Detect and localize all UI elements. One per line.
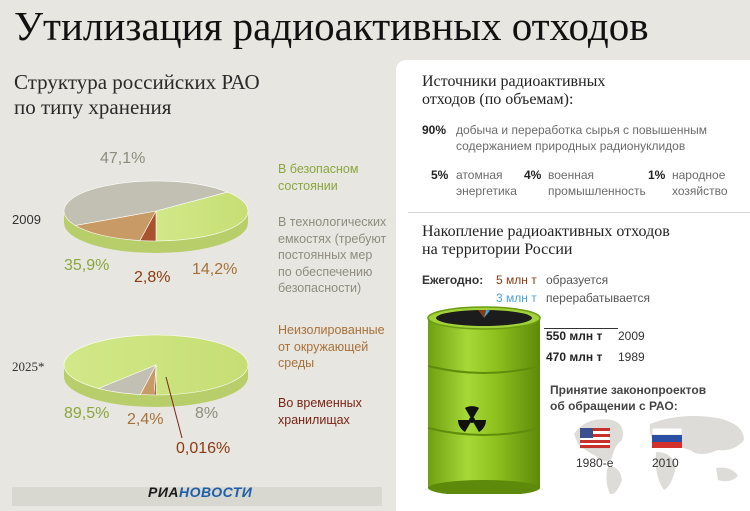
law-russia-period: 2010 xyxy=(652,456,679,470)
source-energy-text: атомная энергетика xyxy=(456,168,517,198)
right-panel: Источники радиоактивных отходов (по объе… xyxy=(396,60,750,511)
source-energy-pct: 5% xyxy=(431,168,449,182)
source-economy-pct: 1% xyxy=(648,168,666,182)
waste-barrel xyxy=(427,306,541,494)
legend-temporary: Во временных хранилищах xyxy=(278,396,362,427)
stock-line-2009 xyxy=(544,328,618,329)
generated-value: 5 млн т xyxy=(496,273,537,287)
source-military-text: военная промышленность xyxy=(548,168,646,198)
source-economy-text: народное хозяйство xyxy=(672,168,728,198)
world-map-icon xyxy=(574,416,744,495)
pie-2025 xyxy=(63,334,249,439)
stock-2009-value: 550 млн т xyxy=(546,329,603,343)
laws-title: Принятие законопроектов об обращении с Р… xyxy=(550,383,707,413)
pie-slice xyxy=(155,191,249,242)
year-2025-label: 2025* xyxy=(12,359,45,374)
pct-2025-other: 8% xyxy=(195,405,219,422)
processed-value: 3 млн т xyxy=(496,291,537,305)
pie-charts xyxy=(63,180,249,439)
processed-text: перерабатывается xyxy=(546,291,651,305)
pie-2009 xyxy=(63,180,249,253)
legend-safe: В безопасном состоянии xyxy=(278,162,359,193)
left-title-line1: Структура российских РАО xyxy=(14,70,260,94)
accumulation-title: Накопление радиоактивных отходов на терр… xyxy=(422,223,670,258)
left-title-line2: по типу хранения xyxy=(14,95,172,119)
year-2009-label: 2009 xyxy=(12,212,41,227)
pct-2025-safe: 89,5% xyxy=(64,405,110,422)
legend-tech: В технологических емкостях (требуют пост… xyxy=(278,215,387,295)
law-usa-period: 1980-е xyxy=(576,456,614,470)
page-title: Утилизация радиоактивных отходов xyxy=(14,3,649,49)
pct-2009-safe: 35,9% xyxy=(64,257,110,274)
pie-slice xyxy=(74,210,157,241)
annual-label: Ежегодно: xyxy=(422,273,484,287)
pie-slice xyxy=(97,364,157,395)
source-military-pct: 4% xyxy=(524,168,542,182)
pie-leader-line xyxy=(165,376,183,439)
source-main-text: добыча и переработка сырья с повышенным … xyxy=(456,123,707,153)
radiation-icon xyxy=(458,406,486,432)
pct-2025-temporary: 0,016% xyxy=(176,440,231,457)
left-section-title: Структура российских РАО по типу хранени… xyxy=(14,70,260,120)
section-divider xyxy=(408,212,750,213)
pct-2009-tech: 14,2% xyxy=(192,261,238,278)
pct-2009-other: 47,1% xyxy=(100,150,146,167)
stock-1989-year: 1989 xyxy=(618,350,645,364)
pie-slice xyxy=(63,180,229,226)
pct-2009-unisolated: 2,8% xyxy=(134,269,171,286)
generated-text: образуется xyxy=(546,273,609,287)
russia-flag-icon xyxy=(652,428,682,448)
pct-2025-tech: 2,4% xyxy=(127,411,164,428)
logo-bar xyxy=(12,487,382,506)
sources-title: Источники радиоактивных отходов (по объе… xyxy=(422,73,606,108)
ria-logo: РИАНОВОСТИ xyxy=(148,484,253,500)
source-main-pct: 90% xyxy=(422,123,447,137)
stock-2009-year: 2009 xyxy=(618,329,645,343)
legend-unisolated: Неизолированные от окружающей среды xyxy=(278,323,385,370)
stock-1989-value: 470 млн т xyxy=(546,350,603,364)
usa-flag-icon xyxy=(580,428,610,449)
